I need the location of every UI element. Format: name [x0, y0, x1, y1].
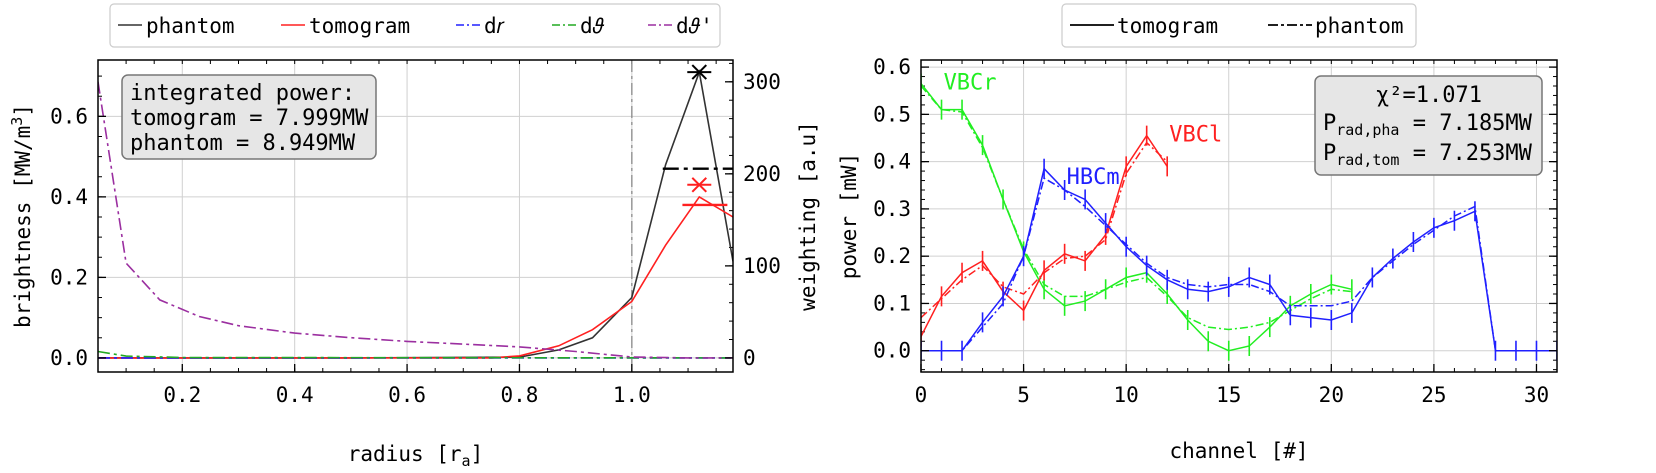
x-tick-label: 10 — [1114, 383, 1139, 407]
right-plot-area — [921, 73, 1557, 361]
x-tick-label: 0.6 — [388, 383, 426, 407]
x-tick-label: 0.2 — [163, 383, 201, 407]
annotation-bg — [1314, 75, 1543, 176]
peak-marker — [687, 64, 712, 80]
y-axis-label: brightness [MW/m3] — [8, 104, 35, 328]
left-legend: phantom tomogram d𝑟 d𝜗 d𝜗' — [109, 3, 721, 48]
legend-label: d𝜗' — [676, 14, 713, 38]
annotation-line: tomogram = 7.999MW — [130, 106, 369, 131]
left-chart: 0.2 0.4 0.6 0.8 1.0 0.0 0.2 0.4 0.6 0 100 200 300 rad… — [8, 59, 820, 470]
legend-label: phantom — [146, 14, 235, 38]
y-tick-label: 0.5 — [873, 102, 911, 126]
y-tick-label: 0.2 — [873, 244, 911, 268]
integrated-power-box: integrated power:tomogram = 7.999MWphant… — [121, 74, 377, 160]
series-line — [921, 141, 1168, 319]
y-tick-label: 0.3 — [873, 197, 911, 221]
legend-label: d𝜗 — [580, 14, 605, 38]
left-axes-frame — [97, 59, 734, 373]
y-tick-label: 0.4 — [873, 150, 911, 174]
x-tick-label: 5 — [1017, 383, 1030, 407]
y-tick-label: 0.0 — [50, 346, 88, 370]
camera-label: VBCl — [1169, 123, 1222, 148]
legend-label: phantom — [1315, 14, 1404, 38]
annotation-bg — [121, 74, 377, 160]
right-axes-frame — [920, 59, 1558, 373]
x-tick-label: 0 — [915, 383, 928, 407]
series-line — [921, 85, 1352, 331]
x-tick-label: 30 — [1524, 383, 1549, 407]
y-tick-label: 0.4 — [50, 185, 88, 209]
x-tick-label: 1.0 — [613, 383, 651, 407]
camera-label: HBCm — [1067, 165, 1120, 190]
x-tick-label: 0.8 — [500, 383, 538, 407]
legend-frame — [1061, 3, 1417, 48]
y-axis-label: power [mW] — [837, 153, 861, 279]
camera-label: VBCr — [944, 71, 997, 96]
y2-tick-label: 100 — [743, 254, 781, 278]
y-tick-label: 0.1 — [873, 291, 911, 315]
legend-label: tomogram — [309, 14, 410, 38]
legend-label: tomogram — [1117, 14, 1218, 38]
series-line — [98, 81, 733, 359]
annotation-line: phantom = 8.949MW — [130, 131, 356, 156]
x-tick-label: 25 — [1421, 383, 1446, 407]
series-line — [98, 350, 733, 359]
annotation-line: integrated power: — [130, 81, 355, 106]
y-tick-label: 0.6 — [50, 104, 88, 128]
series-line — [921, 167, 1557, 352]
y2-tick-label: 300 — [743, 70, 781, 94]
y-tick-label: 0.6 — [873, 55, 911, 79]
peak-marker — [687, 177, 712, 193]
right-chart: 0 5 10 15 20 25 30 0.0 0.1 0.2 0.3 0.4 0.5 0.6 channel… — [837, 55, 1558, 463]
x-tick-label: 20 — [1319, 383, 1344, 407]
chi2-text: χ²=1.071 — [1376, 83, 1482, 108]
right-legend: tomogram phantom — [1061, 3, 1417, 48]
y2-axis-label: weighting [a.u] — [796, 121, 820, 311]
y-tick-label: 0.0 — [873, 339, 911, 363]
series-line — [921, 177, 1557, 352]
y-tick-label: 0.2 — [50, 265, 88, 289]
x-axis-label: channel [#] — [1169, 439, 1308, 463]
x-axis-label: radius [ra] — [348, 442, 483, 470]
x-tick-label: 15 — [1216, 383, 1241, 407]
legend-label: d𝑟 — [484, 14, 505, 38]
x-tick-label: 0.4 — [276, 383, 314, 407]
legend-frame — [109, 3, 721, 48]
left-plot-area — [98, 69, 733, 359]
y2-tick-label: 0 — [743, 346, 756, 370]
y2-tick-label: 200 — [743, 162, 781, 186]
